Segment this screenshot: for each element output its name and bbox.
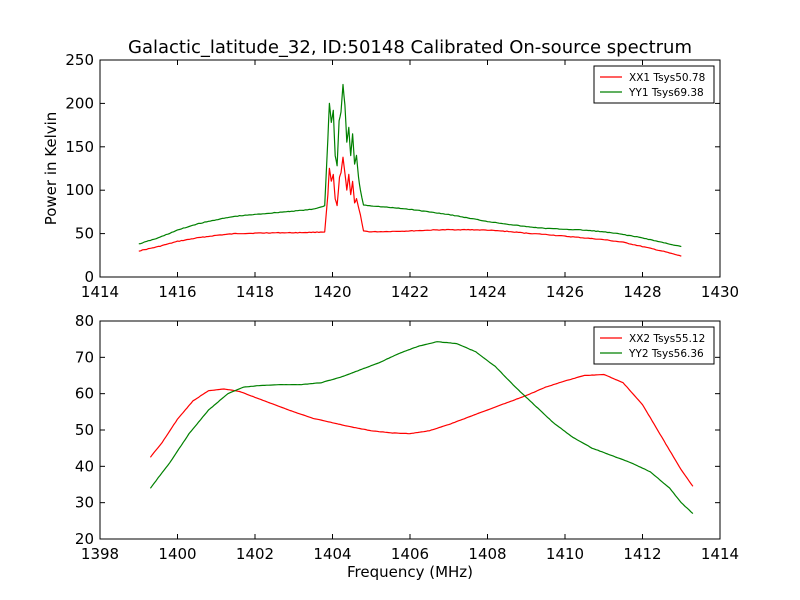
legend: XX1 Tsys50.78 YY1 Tsys69.38 bbox=[593, 65, 715, 104]
y-tick-label: 250 bbox=[65, 51, 94, 69]
x-tick-label: 1424 bbox=[468, 283, 506, 301]
legend-label: YY2 Tsys56.36 bbox=[628, 348, 704, 360]
x-tick-label: 1422 bbox=[391, 283, 429, 301]
chart-panels: 1414 1416 1418 1420 1422 1424 1426 1428 14300501… bbox=[42, 51, 739, 581]
x-tick-label: 1428 bbox=[623, 283, 661, 301]
y-tick-label: 50 bbox=[75, 421, 94, 439]
series-line-2 bbox=[138, 83, 682, 248]
x-tick-label: 1414 bbox=[81, 283, 119, 301]
x-tick-label: 1408 bbox=[468, 545, 506, 563]
x-tick-label: 1416 bbox=[158, 283, 196, 301]
y-tick-label: 40 bbox=[75, 457, 94, 475]
x-tick-label: 1398 bbox=[81, 545, 119, 563]
y-axis-label: Power in Kelvin bbox=[42, 112, 60, 226]
y-tick-label: 0 bbox=[84, 268, 94, 286]
x-tick-label: 1406 bbox=[391, 545, 429, 563]
chart-title: Galactic_latitude_32, ID:50148 Calibrate… bbox=[128, 37, 692, 58]
x-tick-label: 1400 bbox=[158, 545, 196, 563]
legend-box bbox=[593, 326, 715, 365]
x-tick-label: 1412 bbox=[623, 545, 661, 563]
y-tick-label: 80 bbox=[75, 312, 94, 330]
legend: XX2 Tsys55.12 YY2 Tsys56.36 bbox=[593, 326, 715, 365]
series-line-1 bbox=[138, 156, 682, 257]
panel-1: 1414 1416 1418 1420 1422 1424 1426 1428 1430 0 50 1… bbox=[42, 51, 739, 301]
y-tick-label: 60 bbox=[75, 385, 94, 403]
x-tick-label: 1402 bbox=[236, 545, 274, 563]
y-tick-label: 200 bbox=[65, 94, 94, 112]
x-tick-label: 1418 bbox=[236, 283, 274, 301]
y-tick-label: 50 bbox=[75, 225, 94, 243]
x-tick-label: 1410 bbox=[546, 545, 584, 563]
series-line-2 bbox=[149, 341, 694, 515]
legend-label: YY1 Tsys69.38 bbox=[628, 87, 704, 99]
x-tick-label: 1426 bbox=[546, 283, 584, 301]
x-tick-label: 1404 bbox=[313, 545, 351, 563]
legend-box bbox=[593, 65, 715, 104]
panel-2: 1398 1400 1402 1404 1406 1408 1410 1412 1414 20 30… bbox=[75, 312, 739, 581]
y-tick-label: 70 bbox=[75, 348, 94, 366]
x-tick-label: 1414 bbox=[701, 545, 739, 563]
y-tick-label: 150 bbox=[65, 138, 94, 156]
x-tick-label: 1420 bbox=[313, 283, 351, 301]
x-tick-label: 1430 bbox=[701, 283, 739, 301]
series-line-1 bbox=[149, 373, 694, 487]
y-tick-label: 30 bbox=[75, 494, 94, 512]
x-axis-label: Frequency (MHz) bbox=[347, 563, 473, 581]
y-tick-label: 20 bbox=[75, 530, 94, 548]
legend-label: XX2 Tsys55.12 bbox=[629, 333, 705, 345]
y-tick-label: 100 bbox=[65, 181, 94, 199]
legend-label: XX1 Tsys50.78 bbox=[629, 72, 705, 84]
